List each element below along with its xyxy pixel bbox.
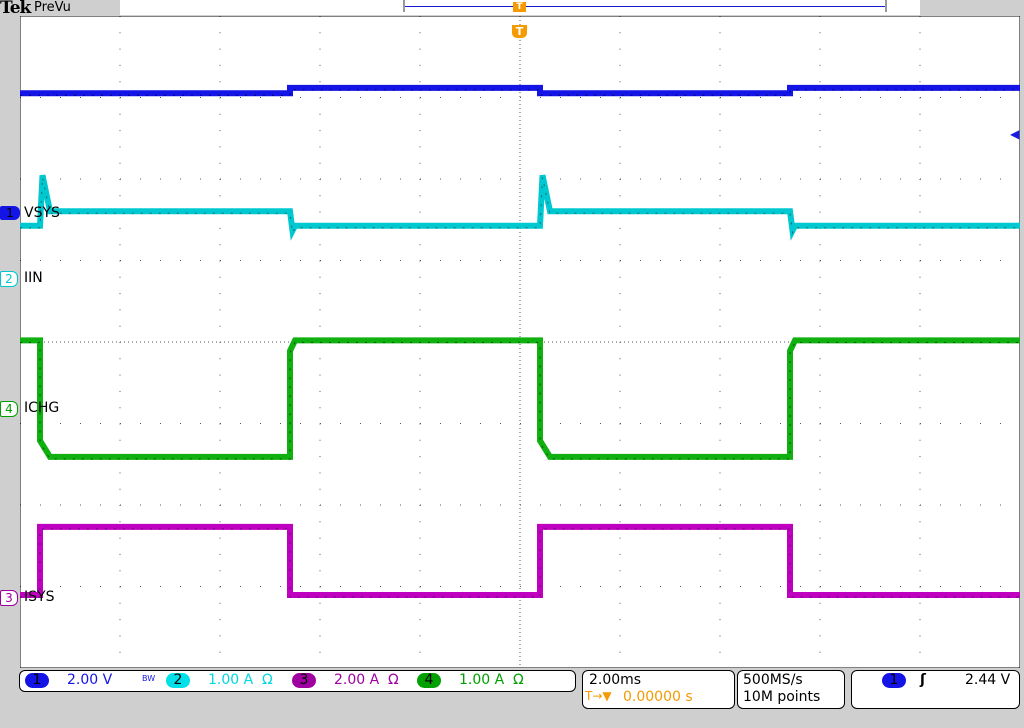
ch3-ground-marker[interactable]: 3 bbox=[0, 590, 18, 606]
ch3-label: ISYS bbox=[24, 589, 55, 605]
trigger-panel[interactable]: 1 ʃ 2.44 V bbox=[851, 670, 1020, 709]
sample-rate: 500MS/s bbox=[743, 672, 803, 688]
record-window-bracket[interactable] bbox=[403, 0, 887, 12]
horizontal-scale[interactable]: 2.00ms bbox=[589, 672, 642, 688]
ch4-scale[interactable]: 1.00 A bbox=[459, 672, 505, 688]
ch4-ground-marker[interactable]: 4 bbox=[0, 401, 18, 417]
ch1-badge[interactable]: 1 bbox=[25, 673, 49, 688]
ch2-scale[interactable]: 1.00 A bbox=[208, 672, 254, 688]
trace-ch4 bbox=[20, 337, 1020, 460]
trigger-level-arrow-icon: ◀ bbox=[1010, 127, 1020, 141]
trigger-delay-icon: T→▼ bbox=[585, 689, 612, 703]
trigger-position-icon[interactable]: T bbox=[513, 2, 526, 12]
waveform-graticule[interactable] bbox=[19, 15, 1021, 669]
ch3-badge[interactable]: 3 bbox=[292, 673, 316, 688]
ch3-termination-icon: Ω bbox=[388, 672, 399, 688]
bandwidth-limit-icon: BW bbox=[142, 674, 156, 683]
trace-noise-ch1 bbox=[20, 89, 1020, 96]
trace-ch3 bbox=[20, 523, 1020, 598]
ch2-badge[interactable]: 2 bbox=[166, 673, 190, 688]
trace-noise-ch3 bbox=[20, 528, 1020, 598]
ch4-label: ICHG bbox=[24, 400, 60, 416]
ch1-scale[interactable]: 2.00 V bbox=[67, 672, 113, 688]
trace-noise-ch4 bbox=[20, 341, 1020, 460]
ch4-badge[interactable]: 4 bbox=[417, 673, 441, 688]
trace-ch1 bbox=[20, 84, 1020, 97]
acquisition-mode: PreVu bbox=[34, 0, 71, 15]
ch2-termination-icon: Ω bbox=[262, 672, 273, 688]
waveform-svg bbox=[19, 15, 1021, 669]
trace-ch2 bbox=[20, 174, 1020, 241]
trigger-source-badge[interactable]: 1 bbox=[882, 673, 906, 688]
acquisition-panel[interactable]: 500MS/s 10M points bbox=[737, 670, 845, 709]
horizontal-delay[interactable]: 0.00000 s bbox=[623, 689, 693, 705]
rising-edge-icon: ʃ bbox=[920, 672, 926, 688]
trigger-marker-icon[interactable]: T bbox=[512, 25, 527, 38]
top-status-bar: Tek PreVu bbox=[0, 0, 1024, 18]
ch1-ground-marker[interactable]: 1 bbox=[0, 206, 20, 220]
record-length: 10M points bbox=[743, 689, 821, 705]
trigger-level[interactable]: 2.44 V bbox=[965, 672, 1011, 688]
ch4-termination-icon: Ω bbox=[513, 672, 524, 688]
brand-logo: Tek bbox=[0, 0, 31, 18]
channel-readout-panel[interactable]: 1 2.00 V BW 2 1.00 A Ω 3 2.00 A Ω 4 1.00… bbox=[19, 670, 576, 692]
timebase-panel[interactable]: 2.00ms T→▼ 0.00000 s bbox=[582, 670, 735, 709]
ch2-ground-marker[interactable]: 2 bbox=[0, 271, 18, 287]
ch3-scale[interactable]: 2.00 A bbox=[334, 672, 380, 688]
record-line bbox=[405, 6, 885, 7]
ch1-label: VSYS bbox=[24, 205, 60, 221]
ch2-label: IIN bbox=[24, 270, 43, 286]
